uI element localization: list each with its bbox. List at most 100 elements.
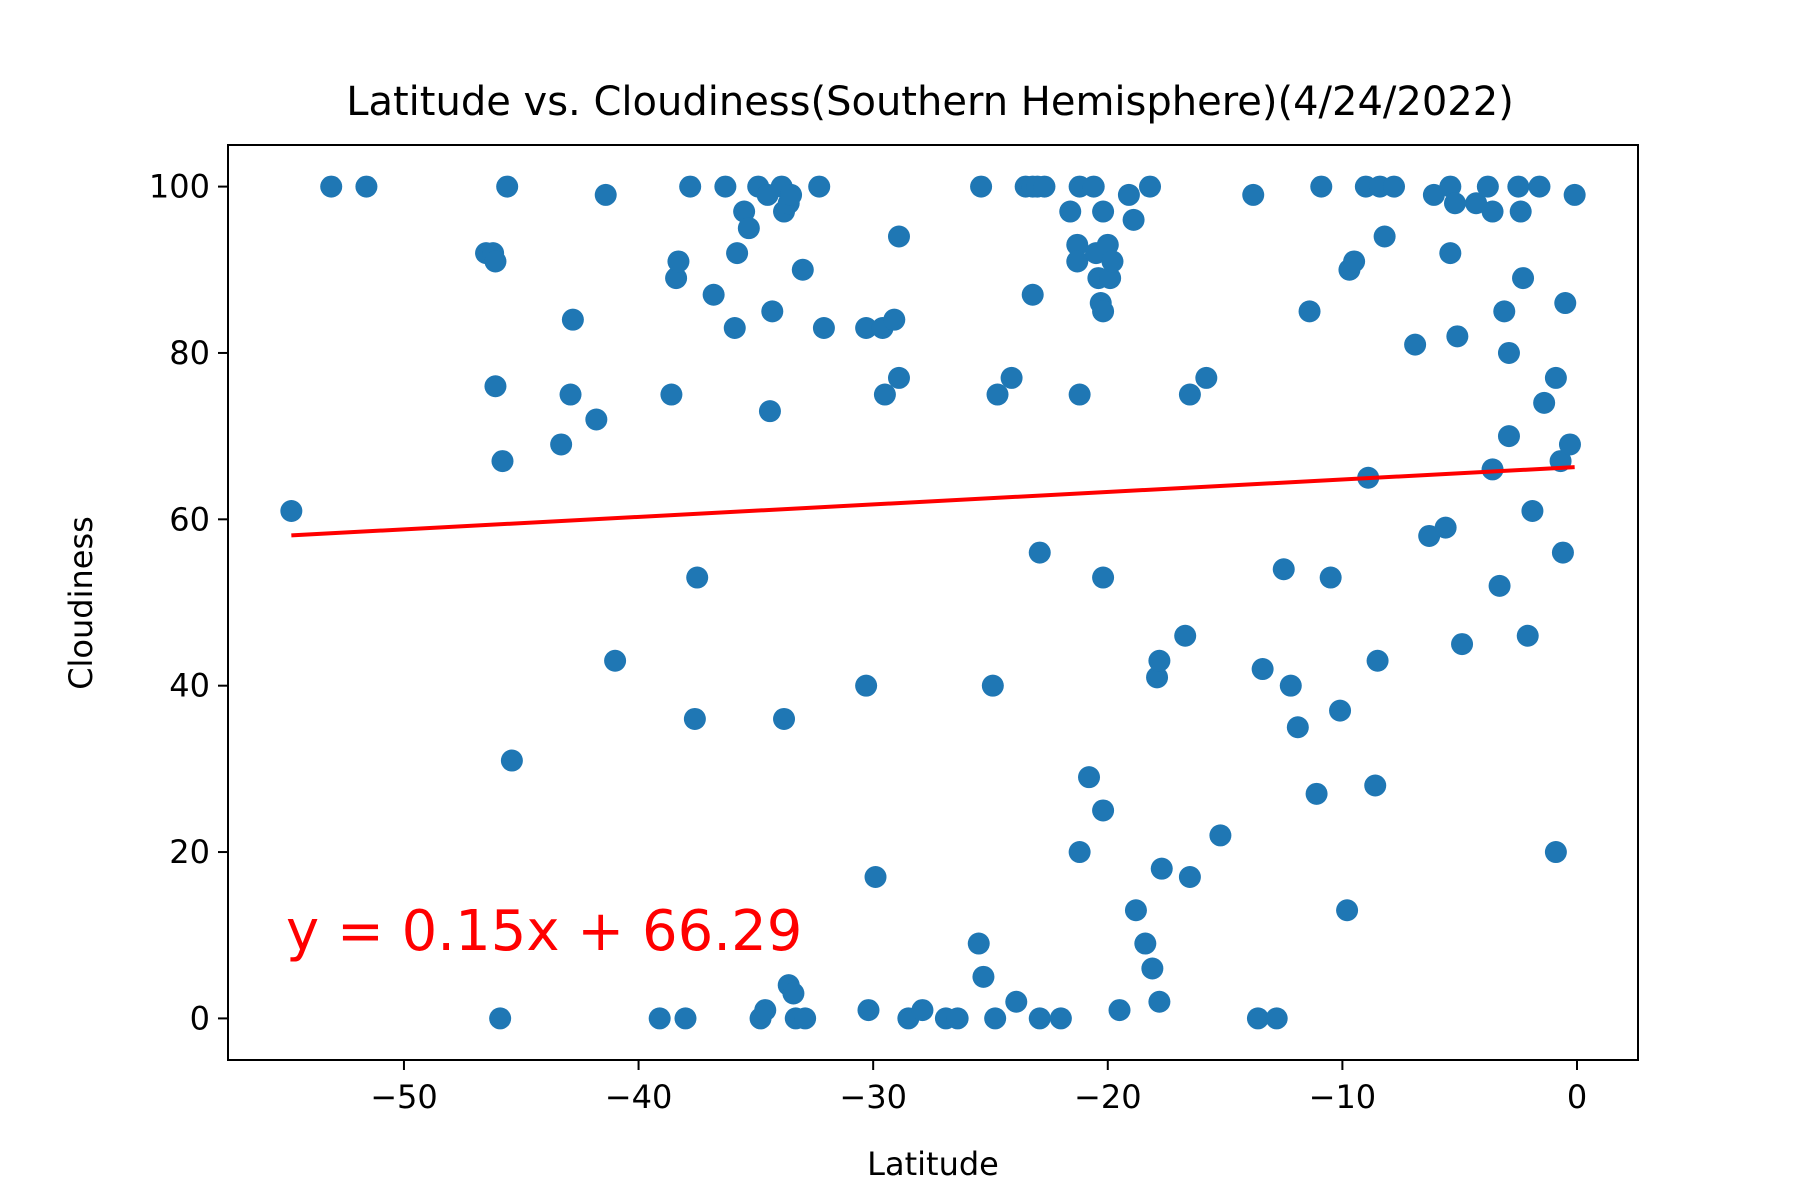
data-point <box>1134 932 1157 955</box>
data-point <box>883 308 906 331</box>
data-point <box>1066 250 1089 273</box>
data-point <box>1092 799 1115 822</box>
regression-equation: y = 0.15x + 66.29 <box>286 899 802 964</box>
x-tick-label: −50 <box>370 1078 438 1116</box>
data-point <box>1373 225 1396 248</box>
data-point <box>1246 1007 1269 1030</box>
data-point <box>855 674 878 697</box>
data-point <box>1099 267 1122 290</box>
data-point <box>1028 541 1051 564</box>
data-point <box>1028 1007 1051 1030</box>
data-point <box>491 450 514 473</box>
data-point <box>1242 183 1265 206</box>
data-point <box>1178 383 1201 406</box>
data-point <box>1150 857 1173 880</box>
x-tick-label: −30 <box>839 1078 907 1116</box>
data-point <box>1422 183 1445 206</box>
data-point <box>754 999 777 1022</box>
x-tick-label: −10 <box>1309 1078 1377 1116</box>
data-point <box>1509 200 1532 223</box>
x-axis: −50 −40 −30 −20 −10 0 <box>370 1060 1587 1116</box>
data-point <box>873 383 896 406</box>
data-point <box>660 383 683 406</box>
data-point <box>1092 200 1115 223</box>
data-point <box>723 317 746 339</box>
data-point <box>1554 292 1577 315</box>
data-point <box>1488 574 1511 597</box>
data-point <box>794 1007 817 1030</box>
data-point <box>1005 990 1028 1013</box>
data-point <box>1451 633 1474 656</box>
data-point <box>1446 325 1469 348</box>
y-axis: 0 20 40 60 80 100 <box>149 168 228 1037</box>
data-point <box>1366 649 1389 672</box>
data-point <box>737 217 760 240</box>
data-point <box>1195 366 1218 389</box>
data-point <box>1544 841 1567 864</box>
data-point <box>1049 1007 1072 1030</box>
data-point <box>1068 383 1091 406</box>
data-point <box>1146 666 1169 689</box>
data-point <box>1139 175 1162 198</box>
data-point <box>559 383 582 406</box>
x-tick-label: 0 <box>1567 1078 1587 1116</box>
data-point <box>1148 649 1171 672</box>
data-point <box>1101 250 1124 273</box>
data-point <box>1272 558 1295 581</box>
y-tick-label: 40 <box>169 667 210 705</box>
data-point <box>1493 300 1516 323</box>
data-point <box>726 242 749 265</box>
data-point <box>1108 999 1131 1022</box>
data-point <box>1497 425 1520 448</box>
data-point <box>1521 500 1544 522</box>
data-point <box>812 317 835 339</box>
data-point <box>1404 333 1427 356</box>
data-point <box>1528 175 1551 198</box>
data-point <box>887 366 910 389</box>
data-point <box>967 932 990 955</box>
data-point <box>667 250 690 273</box>
data-point <box>679 175 702 198</box>
data-point <box>484 375 507 398</box>
data-point <box>1251 658 1274 681</box>
data-point <box>1021 283 1044 306</box>
data-point <box>1286 716 1309 739</box>
data-point <box>594 183 617 206</box>
data-point <box>782 982 805 1005</box>
data-point <box>1507 175 1530 198</box>
data-point <box>984 1007 1007 1030</box>
data-point <box>864 866 887 888</box>
data-point <box>1078 766 1101 789</box>
data-point <box>1329 699 1352 722</box>
data-point <box>1497 341 1520 364</box>
data-point <box>1092 566 1115 589</box>
y-tick-label: 100 <box>149 168 210 206</box>
data-point <box>604 649 627 672</box>
data-point <box>1305 782 1328 805</box>
data-point <box>280 500 303 522</box>
plot-area <box>280 175 1586 1030</box>
data-point <box>1068 841 1091 864</box>
data-point <box>1092 300 1115 323</box>
data-point <box>496 175 519 198</box>
data-point <box>791 258 814 281</box>
chart-title: Latitude vs. Cloudiness(Southern Hemisph… <box>346 79 1514 125</box>
data-point <box>946 1007 969 1030</box>
plot-frame <box>227 144 1639 1061</box>
data-point <box>1319 566 1342 589</box>
data-point <box>1418 524 1441 547</box>
y-axis-label: Cloudiness <box>62 516 100 690</box>
data-point <box>1439 175 1462 198</box>
data-point <box>1533 391 1556 414</box>
data-point <box>665 267 688 290</box>
data-point <box>1000 366 1023 389</box>
data-point <box>1481 458 1504 481</box>
data-point <box>1512 267 1535 290</box>
data-point <box>857 999 880 1022</box>
data-point <box>1096 233 1119 256</box>
data-point <box>761 300 784 323</box>
data-point <box>674 1007 697 1030</box>
data-point <box>683 707 706 730</box>
data-point <box>1364 774 1387 797</box>
y-tick-label: 80 <box>169 334 210 372</box>
